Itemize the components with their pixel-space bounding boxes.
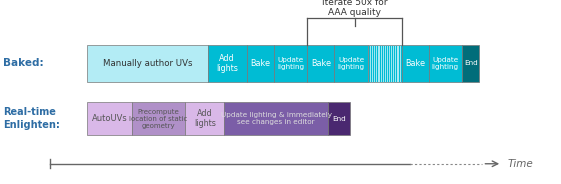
Text: Update
lighting: Update lighting [338, 57, 365, 70]
Bar [274, 45, 307, 82]
Text: Bake: Bake [311, 59, 331, 68]
Text: Baked:: Baked: [3, 59, 43, 68]
Text: Add
lights: Add lights [194, 109, 215, 128]
Bar [224, 102, 328, 135]
Bar [462, 45, 479, 82]
Text: Bake: Bake [250, 59, 270, 68]
Bar [87, 45, 208, 82]
Bar [334, 45, 368, 82]
Bar [185, 102, 224, 135]
Text: Iterate 50x for
AAA quality: Iterate 50x for AAA quality [322, 0, 387, 17]
Bar [247, 45, 274, 82]
Bar [132, 102, 185, 135]
Bar [402, 45, 429, 82]
Bar [208, 45, 247, 82]
Text: Update lighting & immediately
see changes in editor: Update lighting & immediately see change… [221, 112, 332, 125]
Bar [328, 102, 350, 135]
Text: Precompute
location of static
geometry: Precompute location of static geometry [129, 109, 188, 129]
Text: Bake: Bake [405, 59, 425, 68]
Text: AutoUVs: AutoUVs [91, 114, 127, 123]
Text: End: End [464, 61, 477, 66]
Bar [368, 45, 402, 82]
Text: Update
lighting: Update lighting [432, 57, 459, 70]
Text: End: End [332, 116, 346, 122]
Text: Update
lighting: Update lighting [277, 57, 304, 70]
Text: Add
lights: Add lights [217, 54, 238, 73]
Bar [87, 102, 132, 135]
Bar [429, 45, 462, 82]
Text: Time: Time [508, 159, 534, 169]
Text: Manually author UVs: Manually author UVs [103, 59, 192, 68]
Bar [307, 45, 334, 82]
Text: Real-time
Enlighten:: Real-time Enlighten: [3, 107, 59, 130]
